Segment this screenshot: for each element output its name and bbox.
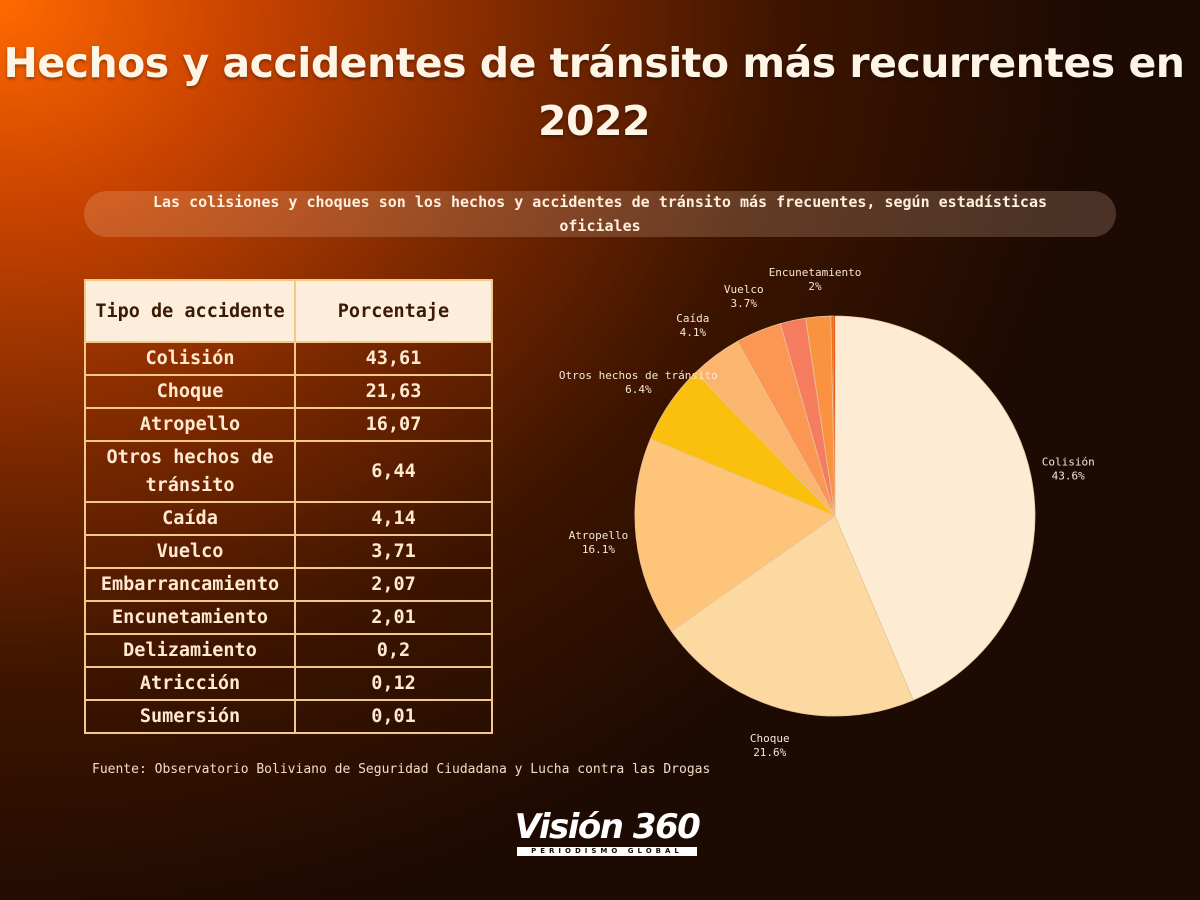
pie-label-caida: Caída [676,312,709,325]
table-row: Sumersión 0,01 [84,699,493,734]
cell-tipo: Caída [84,501,296,536]
cell-tipo: Sumersión [84,699,296,734]
pie-value-colision: 43.6% [1052,470,1085,483]
table-row: Embarrancamiento 2,07 [84,567,493,602]
pie-label-colision: Colisión [1042,456,1095,469]
cell-porcentaje: 6,44 [294,440,493,503]
table-row: Vuelco 3,71 [84,534,493,569]
pie-value-otros-hechos-de-transito: 6.4% [625,383,652,396]
pie-value-encunetamiento: 2% [808,280,822,293]
logo-wordmark: Visión 360 [514,807,701,847]
table-row: Delizamiento 0,2 [84,633,493,668]
pie-slice-delizamiento [830,315,836,517]
subtitle-text: Las colisiones y choques son los hechos … [152,193,1048,235]
cell-tipo: Embarrancamiento [84,567,296,602]
cell-tipo: Encunetamiento [84,600,296,635]
cell-porcentaje: 21,63 [294,374,493,409]
pie-value-choque: 21.6% [753,746,786,759]
pie-label-choque: Choque [750,732,790,745]
table-row: Otros hechos de tránsito 6,44 [84,440,493,503]
pie-slice-atropello [634,438,836,632]
page-title: Hechos y accidentes de tránsito más recu… [3,39,1185,145]
cell-tipo: Vuelco [84,534,296,569]
pie-label-otros-hechos-de-transito: Otros hechos de tránsito [559,369,718,382]
table-row: Caída 4,14 [84,501,493,536]
logo-tagline: PERIODISMO GLOBAL [517,847,697,856]
cell-porcentaje: 0,01 [294,699,493,734]
cell-porcentaje: 0,2 [294,633,493,668]
pie-label-encunetamiento: Encunetamiento [769,266,862,279]
cell-porcentaje: 2,07 [294,567,493,602]
cell-porcentaje: 0,12 [294,666,493,701]
vision360-logo: Visión 360 PERIODISMO GLOBAL [514,807,701,856]
cell-tipo: Choque [84,374,296,409]
table-header-row: Tipo de accidente Porcentaje [84,279,493,343]
cell-tipo: Atricción [84,666,296,701]
table-row: Encunetamiento 2,01 [84,600,493,635]
source-note: Fuente: Observatorio Boliviano de Seguri… [92,762,711,777]
cell-tipo: Delizamiento [84,633,296,668]
cell-porcentaje: 2,01 [294,600,493,635]
pie-slice-atriccion [833,316,835,516]
cell-porcentaje: 16,07 [294,407,493,442]
pie-slices [634,315,1036,717]
cell-porcentaje: 3,71 [294,534,493,569]
table-row: Choque 21,63 [84,374,493,409]
column-header-porcentaje: Porcentaje [294,279,493,343]
cell-tipo: Colisión [84,341,296,376]
pie-slice-choque [670,515,914,717]
column-header-tipo: Tipo de accidente [84,279,296,343]
pie-slice-colision [834,315,1036,701]
cell-porcentaje: 43,61 [294,341,493,376]
cell-porcentaje: 4,14 [294,501,493,536]
table-row: Atricción 0,12 [84,666,493,701]
cell-tipo: Otros hechos de tránsito [84,440,296,503]
accident-table: Tipo de accidente Porcentaje Colisión 43,… [84,279,493,734]
pie-label-vuelco: Vuelco [724,283,764,296]
pie-label-atropello: Atropello [569,529,629,542]
pie-value-vuelco: 3.7% [730,297,757,310]
table-row: Colisión 43,61 [84,341,493,376]
cell-tipo: Atropello [84,407,296,442]
subtitle-banner: Las colisiones y choques son los hechos … [84,191,1116,237]
table-row: Atropello 16,07 [84,407,493,442]
pie-value-caida: 4.1% [680,326,707,339]
pie-value-atropello: 16.1% [582,543,615,556]
